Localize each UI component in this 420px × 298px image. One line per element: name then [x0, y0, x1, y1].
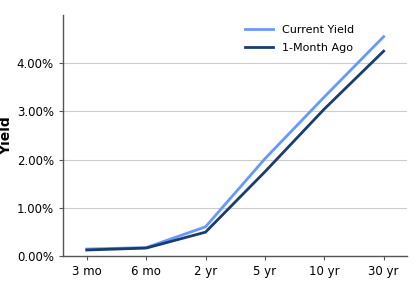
Line: 1-Month Ago: 1-Month Ago — [87, 51, 383, 250]
Current Yield — [322, 95, 327, 99]
1-Month Ago — [322, 107, 327, 111]
1-Month Ago — [144, 246, 149, 250]
Current Yield — [381, 35, 386, 38]
Line: Current Yield: Current Yield — [87, 37, 383, 249]
1-Month Ago — [262, 170, 268, 173]
Current Yield — [262, 157, 268, 161]
Legend: Current Yield, 1-Month Ago: Current Yield, 1-Month Ago — [241, 21, 358, 57]
Current Yield — [84, 247, 89, 251]
1-Month Ago — [203, 230, 208, 234]
1-Month Ago — [381, 49, 386, 53]
Y-axis label: Yield: Yield — [0, 116, 13, 155]
Current Yield — [203, 225, 208, 229]
Current Yield — [144, 246, 149, 249]
1-Month Ago — [84, 248, 89, 252]
